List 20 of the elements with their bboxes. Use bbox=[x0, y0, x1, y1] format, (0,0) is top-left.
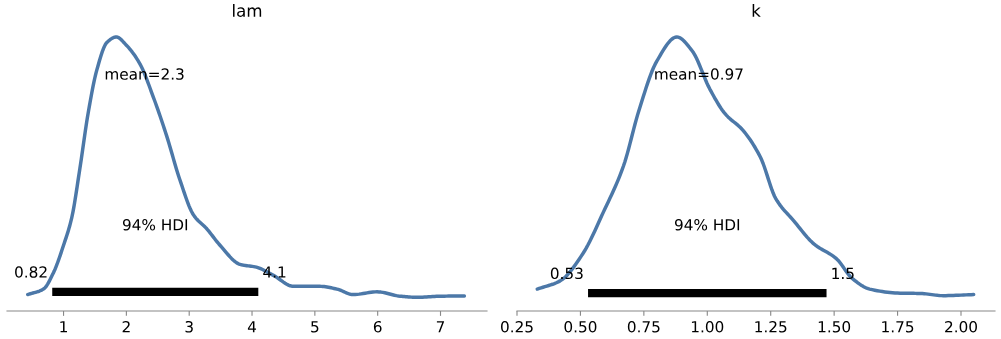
x-tick-label: 0.50 bbox=[564, 320, 597, 333]
x-tick-label: 0.75 bbox=[627, 320, 660, 333]
x-tick-label: 3 bbox=[185, 320, 193, 333]
x-tick-label: 1.00 bbox=[691, 320, 724, 333]
x-tick-label: 1.75 bbox=[882, 321, 914, 333]
chart-title: lam bbox=[233, 4, 262, 17]
x-tick-label: 1.25 bbox=[755, 320, 787, 333]
x-tick-label: 2 bbox=[122, 320, 130, 333]
x-tick-label: 6 bbox=[373, 320, 382, 333]
x-tick-label: 1 bbox=[60, 321, 67, 333]
annotation: 94% HDI bbox=[122, 218, 188, 231]
annotation: 94% HDI bbox=[674, 218, 740, 231]
x-tick-label: 1.50 bbox=[818, 320, 851, 333]
x-tick-label: 2.00 bbox=[945, 320, 977, 333]
x-tick-label: 7 bbox=[436, 321, 445, 333]
x-tick-label: 5 bbox=[311, 321, 319, 333]
chart-title: k bbox=[752, 4, 761, 17]
x-tick-label: 0.25 bbox=[501, 320, 533, 333]
annotation: 0.82 bbox=[15, 266, 47, 278]
x-tick-label: 4 bbox=[247, 321, 257, 333]
